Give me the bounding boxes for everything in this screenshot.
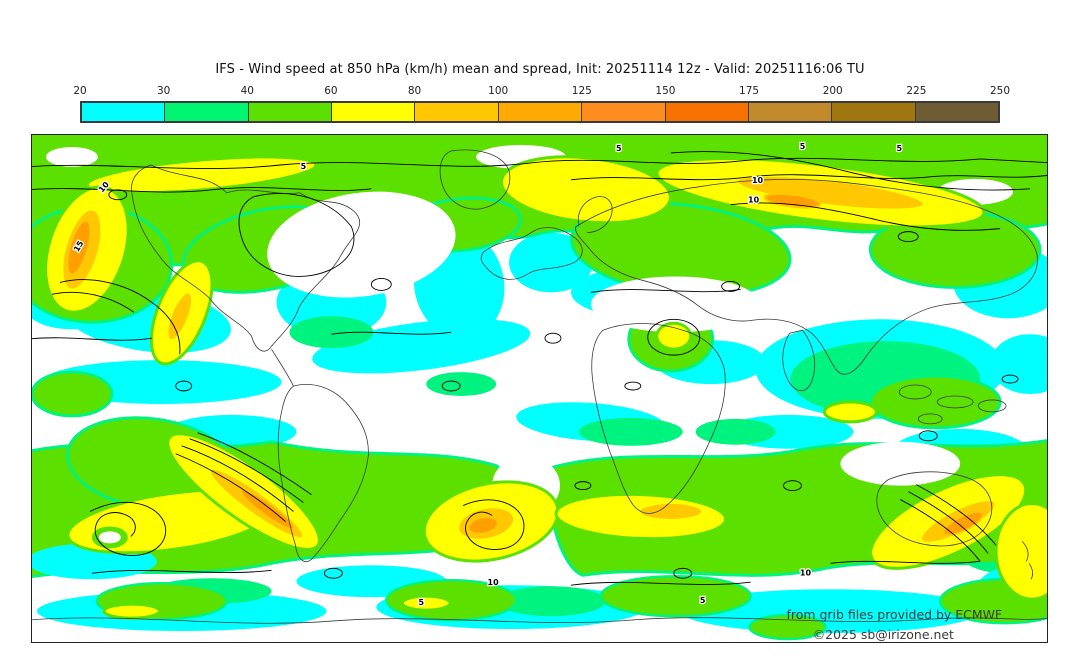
spread-contours-layer — [32, 151, 1047, 586]
contour-label: 5 — [800, 142, 806, 151]
map-frame: 5 5 5 5 10 10 15 10 10 10 5 5 from grib … — [31, 134, 1048, 643]
contour-label: 10 — [800, 568, 812, 577]
contour-label: 10 — [752, 176, 764, 185]
colorbar-tick: 175 — [739, 85, 760, 97]
colorbar-segment — [498, 103, 583, 121]
colorbar-segment — [832, 103, 916, 121]
attribution-copyright: ©2025 sb@irizone.net — [813, 627, 954, 642]
contour-label: 10 — [488, 578, 500, 587]
contour-label: 10 — [748, 196, 760, 205]
colorbar-segment — [332, 103, 416, 121]
colorbar-tick: 150 — [655, 85, 676, 97]
wind-speed-map: 5 5 5 5 10 10 15 10 10 10 5 5 from grib … — [32, 135, 1047, 642]
colorbar-tick: 225 — [906, 85, 927, 97]
colorbar-ticks: 20 30 40 60 80 100 125 150 175 200 225 250 — [73, 85, 1010, 99]
colorbar — [80, 101, 1000, 123]
wind-speed-fill-layer — [32, 135, 1047, 641]
colorbar-segment — [165, 103, 249, 121]
colorbar-tick: 80 — [407, 85, 422, 97]
contour-label: 5 — [418, 598, 424, 607]
colorbar-segment — [82, 103, 166, 121]
colorbar-tick: 125 — [571, 85, 592, 97]
contour-label: 5 — [700, 596, 706, 605]
colorbar-tick: 40 — [240, 85, 254, 97]
colorbar-segment — [415, 103, 499, 121]
colorbar-tick: 100 — [488, 85, 509, 97]
colorbar-tick: 20 — [73, 85, 87, 97]
contour-label: 5 — [897, 144, 903, 153]
colorbar-tick: 200 — [822, 85, 843, 97]
colorbar-segment — [582, 103, 666, 121]
colorbar-segment — [665, 103, 749, 121]
colorbar-tick: 30 — [156, 85, 171, 97]
colorbar-segment — [248, 103, 333, 121]
attribution-ecmwf: from grib files provided by ECMWF — [787, 607, 1003, 622]
colorbar-tick: 60 — [324, 85, 338, 97]
contour-label: 5 — [616, 144, 622, 153]
colorbar-segment — [915, 103, 998, 121]
chart-title: IFS - Wind speed at 850 hPa (km/h) mean … — [215, 62, 865, 77]
contour-label: 5 — [301, 162, 307, 171]
colorbar-tick: 250 — [989, 85, 1011, 97]
colorbar-segment — [748, 103, 833, 121]
